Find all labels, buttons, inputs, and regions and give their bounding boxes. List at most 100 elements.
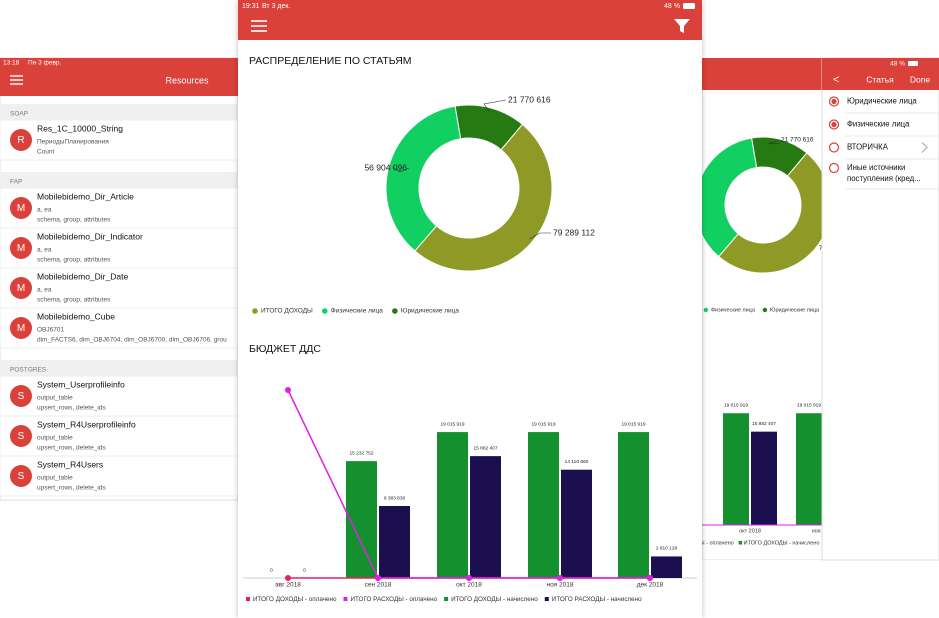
screen-title: Resources: [165, 75, 209, 85]
line-point: [285, 387, 291, 393]
donut-label: 56 904 096: [364, 162, 407, 172]
section-header-bg: [0, 360, 238, 376]
donut-slice: [414, 123, 553, 272]
radio: [828, 142, 840, 153]
avatar: [10, 197, 32, 219]
battery-icon: [908, 61, 918, 66]
row-bg: [0, 119, 239, 161]
radio-dot: [831, 121, 837, 128]
hamburger-icon[interactable]: [251, 20, 267, 32]
resource-row[interactable]: M Mobilebidemo_Dir_Date a, ea schema, group…: [0, 267, 239, 309]
resource-row[interactable]: R Res_1C_10000_String ПериодыПланирования C…: [0, 119, 239, 161]
avatar: [10, 317, 32, 339]
battery-icon: [683, 3, 695, 9]
option-row[interactable]: ВТОРИЧКА: [828, 142, 939, 160]
x-tick-label: окт 2018: [456, 582, 482, 589]
resource-detail: dim_FACTS6, dim_OBJ6704, dim_OBJ6700, di…: [37, 337, 227, 344]
back-button[interactable]: <: [833, 74, 839, 86]
donut-slice: [702, 137, 758, 258]
status-battery: 48 %: [890, 61, 905, 68]
resource-detail: Count: [37, 149, 55, 156]
filter-icon[interactable]: [674, 19, 690, 33]
legend-swatch: [544, 597, 549, 601]
bar: [470, 456, 501, 578]
avatar-letter: S: [18, 471, 25, 482]
right-panel: 48 % < Статья Done Юридические лица Физически…: [821, 57, 939, 561]
section-header-bg: [0, 104, 238, 120]
section-header: SOAP: [10, 111, 28, 118]
donut-slice: [454, 104, 524, 151]
status-time: 13:18: [3, 60, 20, 67]
bar: [528, 432, 559, 578]
chart-title: РАСПРЕДЕЛЕНИЕ ПО СТАТЬЯМ: [249, 55, 412, 67]
resource-detail: upsert_rows, delete_ids: [37, 485, 106, 492]
x-tick-label: ноя 2018: [547, 582, 574, 589]
avatar-letter: M: [17, 283, 25, 294]
resource-name: System_Userprofileinfo: [37, 379, 125, 389]
legend-label: Физические лица: [331, 308, 383, 315]
avatar-letter: M: [17, 323, 25, 334]
status-time: 19:31: [242, 3, 260, 10]
center-screen: 19:31 Вт 3 дек. 48 % РАСПРЕДЕЛЕНИЕ ПО СТАТЬ…: [238, 0, 702, 618]
option-label: Иные источники: [847, 163, 905, 172]
chart-title: БЮДЖЕТ ДДС: [249, 343, 321, 355]
legend-label: ИТОГО РАСХОДЫ - начислено: [552, 596, 642, 603]
bar-value-label: 19 015 919: [724, 402, 748, 408]
bar-value-label: 0: [270, 567, 273, 573]
line-point: [557, 575, 563, 581]
back-label: <: [833, 74, 839, 86]
option-row[interactable]: Физические лица: [828, 119, 939, 137]
legend-swatch: [343, 597, 348, 601]
radio-dot: [831, 98, 837, 105]
resource-row[interactable]: M Mobilebidemo_Dir_Article a, ea schema, gr…: [0, 187, 239, 229]
bar-value-label: 15 882 407: [473, 445, 497, 451]
resource-row[interactable]: S System_R4Userprofileinfo output_tableups…: [0, 415, 239, 457]
x-tick-label: авг 2018: [275, 582, 301, 589]
resource-detail: OBJ6701: [37, 327, 64, 334]
resource-detail: schema, group, attributes: [37, 297, 111, 304]
left-header: [0, 58, 238, 96]
resource-row[interactable]: M Mobilebidemo_Cube OBJ6701 dim_FACTS6, dim…: [0, 307, 239, 349]
status-date: Пн 3 февр.: [28, 60, 62, 67]
bar: [346, 461, 377, 578]
done-label: Done: [910, 74, 931, 84]
row-bg: [0, 415, 239, 457]
back-screen: 21 770 61679 289 112ИТОГО ДОХОДЫФизическ…: [702, 58, 822, 560]
row-bg: [0, 187, 239, 229]
resource-row[interactable]: M Mobilebidemo_Dir_Indicator a, ea schema, …: [0, 227, 239, 269]
done-button[interactable]: Done: [910, 74, 931, 84]
panel-title: Статья: [866, 74, 894, 84]
hamburger-icon[interactable]: [10, 75, 23, 85]
x-tick-label: сен 2018: [365, 582, 392, 589]
bar-value-label: 19 015 919: [531, 421, 555, 427]
bar-value-label: 15 882 407: [752, 421, 776, 427]
avatar-letter: M: [17, 203, 25, 214]
donut-label: 79 289 112: [553, 227, 595, 237]
option-label: ВТОРИЧКА: [847, 143, 889, 152]
resource-name: Mobilebidemo_Dir_Date: [37, 271, 128, 281]
resource-detail: a, ea: [37, 287, 52, 294]
bar-value-label: 15 232 752: [349, 450, 373, 456]
resource-name: Mobilebidemo_Dir_Indicator: [37, 231, 143, 241]
option-row[interactable]: Юридические лица: [828, 96, 939, 114]
resource-detail: ПериодыПланирования: [37, 139, 109, 146]
x-tick-label: окт 2018: [739, 528, 761, 534]
resource-detail: output_table: [37, 395, 73, 402]
donut-label: 21 770 616: [781, 137, 814, 144]
resource-name: Res_1C_10000_String: [37, 123, 123, 133]
line-point: [647, 575, 653, 581]
legend-label: ИТОГО ДОХОДЫ - начислено: [451, 596, 538, 603]
donut-label: 21 770 616: [508, 94, 551, 104]
option-row[interactable]: Иные источники поступления (кред...: [828, 162, 939, 190]
legend-dot: [252, 308, 258, 314]
radio: [828, 162, 840, 174]
legend-dot: [392, 308, 398, 314]
bar-value-label: 0: [303, 567, 306, 573]
legend-dot: [762, 307, 768, 313]
resource-row[interactable]: S System_Userprofileinfo output_tableupser…: [0, 375, 239, 417]
resource-row[interactable]: S System_R4Users output_table upsert_rows, …: [0, 455, 239, 497]
bar-value-label: 19 015 919: [440, 421, 464, 427]
bar-value-label: 14 110 660: [565, 459, 589, 465]
